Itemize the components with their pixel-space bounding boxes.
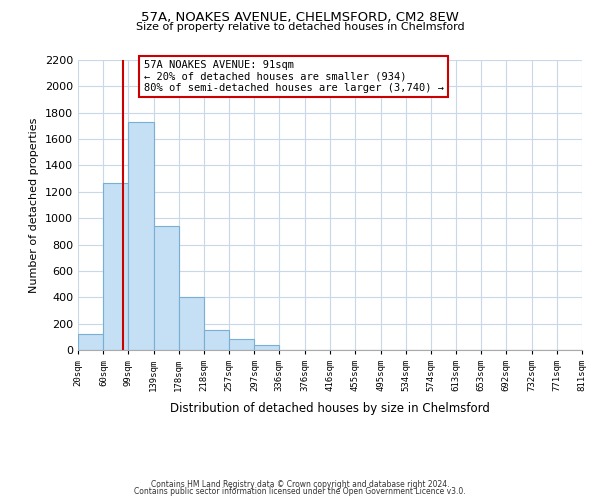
Y-axis label: Number of detached properties: Number of detached properties <box>29 118 40 292</box>
X-axis label: Distribution of detached houses by size in Chelmsford: Distribution of detached houses by size … <box>170 402 490 415</box>
Bar <box>254 346 280 350</box>
Text: 57A NOAKES AVENUE: 91sqm
← 20% of detached houses are smaller (934)
80% of semi-: 57A NOAKES AVENUE: 91sqm ← 20% of detach… <box>143 60 443 93</box>
Text: Contains public sector information licensed under the Open Government Licence v3: Contains public sector information licen… <box>134 487 466 496</box>
Bar <box>229 340 254 350</box>
Bar <box>128 122 154 350</box>
Bar <box>78 334 103 350</box>
Text: Contains HM Land Registry data © Crown copyright and database right 2024.: Contains HM Land Registry data © Crown c… <box>151 480 449 489</box>
Text: 57A, NOAKES AVENUE, CHELMSFORD, CM2 8EW: 57A, NOAKES AVENUE, CHELMSFORD, CM2 8EW <box>141 11 459 24</box>
Bar <box>103 182 128 350</box>
Bar <box>179 298 204 350</box>
Bar <box>154 226 179 350</box>
Bar <box>204 330 229 350</box>
Text: Size of property relative to detached houses in Chelmsford: Size of property relative to detached ho… <box>136 22 464 32</box>
